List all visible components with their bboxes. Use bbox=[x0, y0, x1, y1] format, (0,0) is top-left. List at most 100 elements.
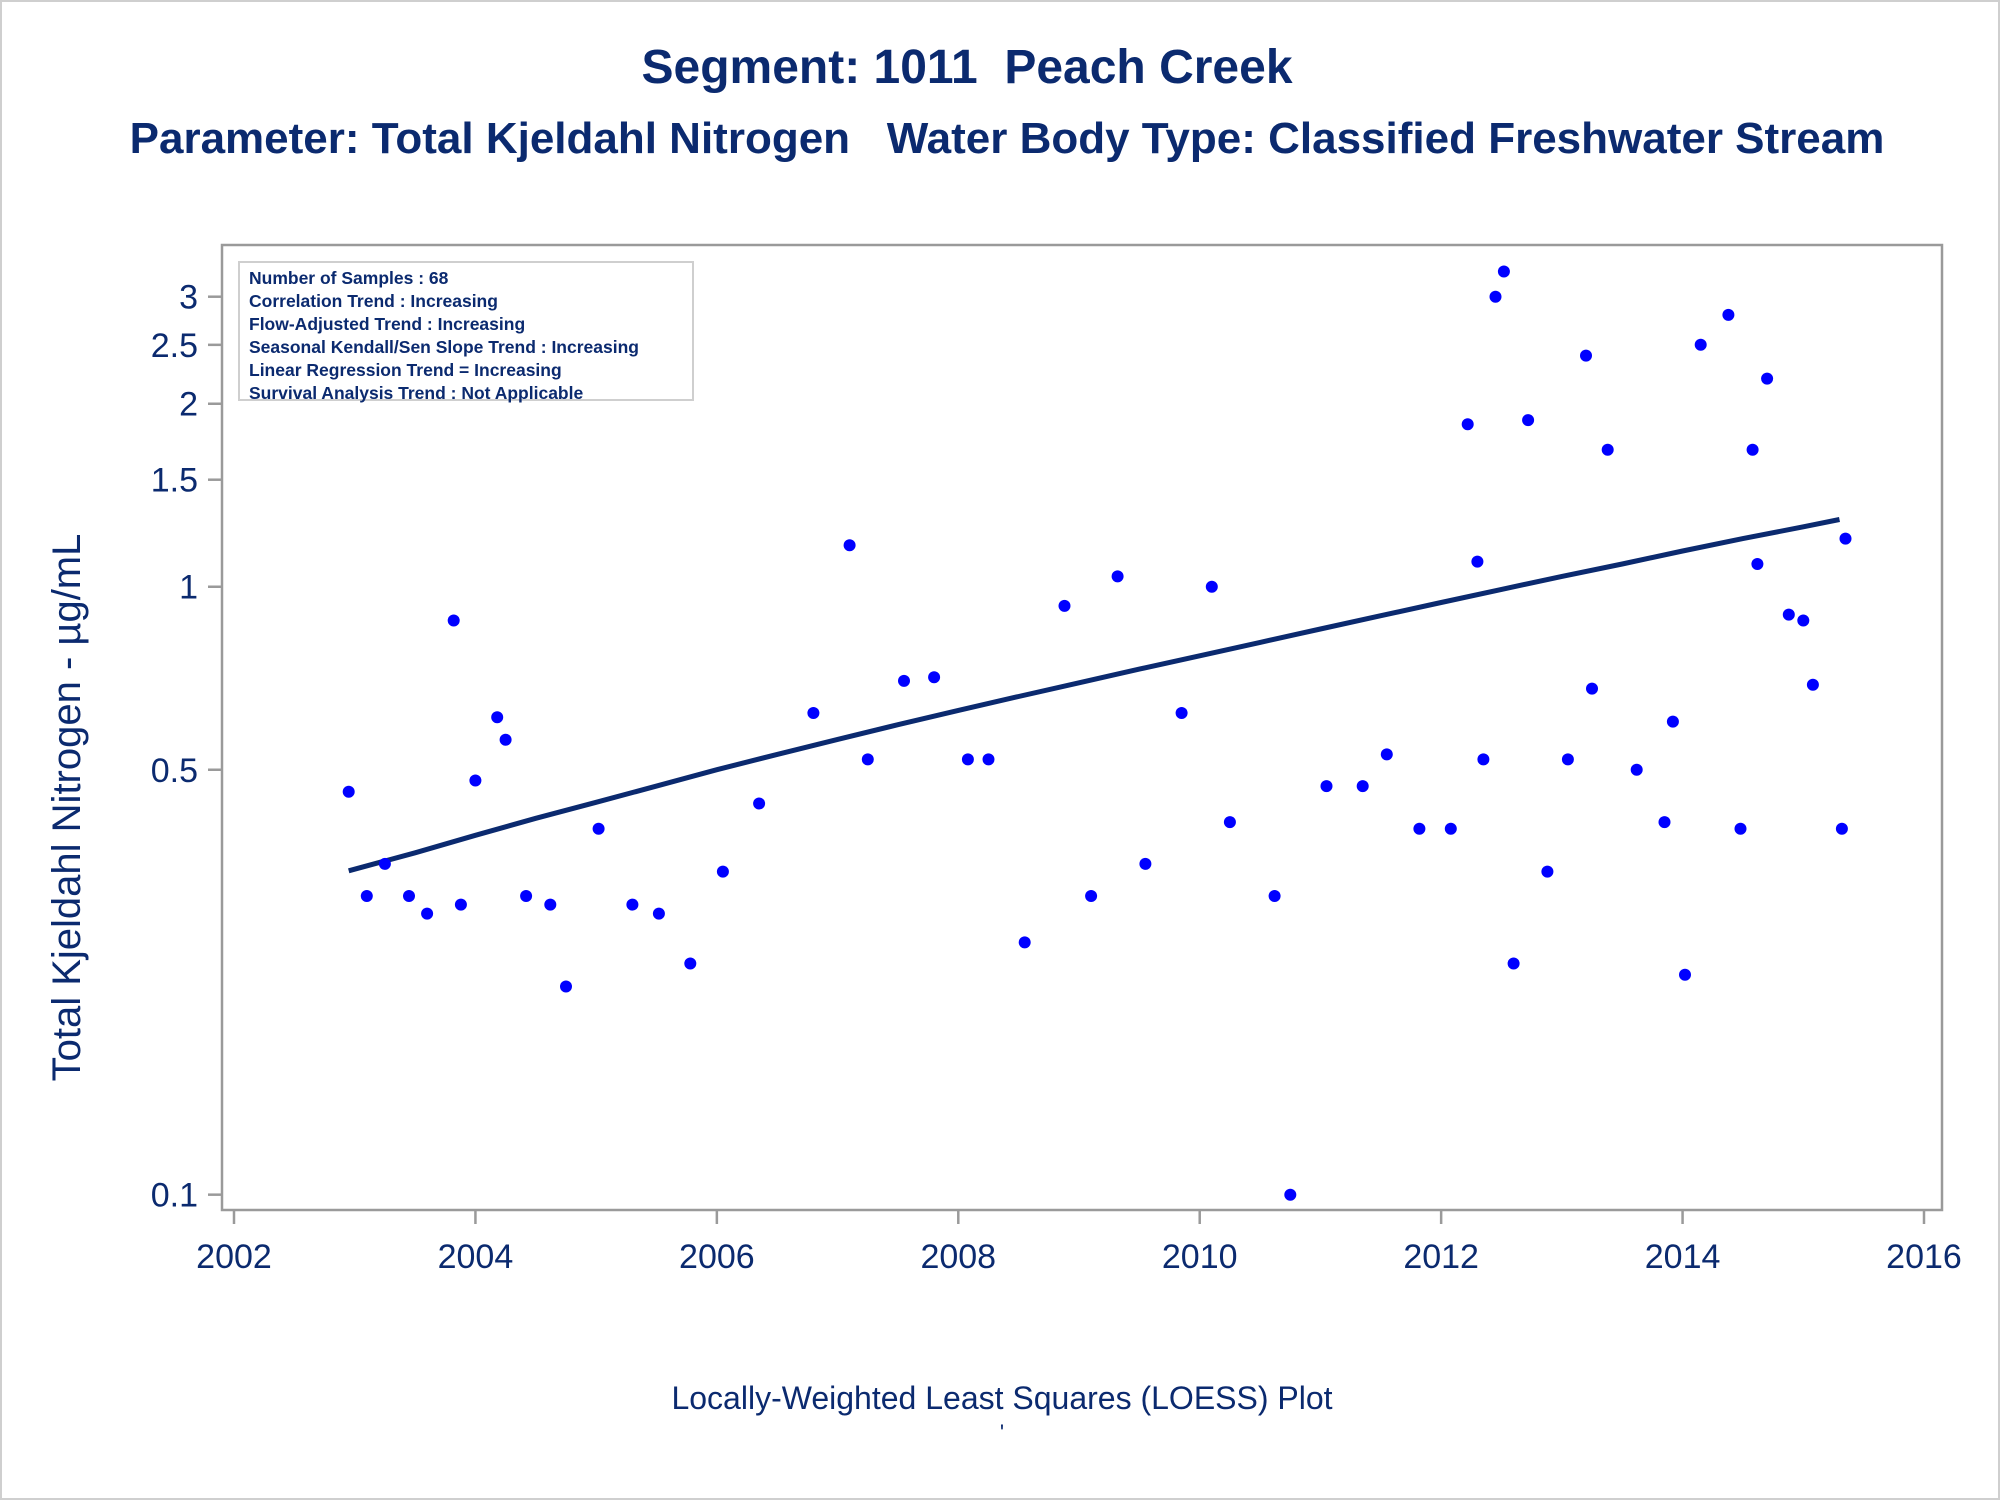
data-point bbox=[1058, 599, 1071, 612]
data-point bbox=[469, 774, 482, 787]
stats-line-flow-adjusted: Flow-Adjusted Trend : Increasing bbox=[249, 314, 526, 334]
data-point bbox=[1413, 822, 1426, 835]
data-point bbox=[1806, 678, 1819, 691]
x-tick-label: 2004 bbox=[438, 1238, 514, 1276]
y-axis-label: Total Kjeldahl Nitrogen - µg/mL bbox=[45, 534, 89, 1082]
data-point bbox=[1601, 443, 1614, 456]
data-point bbox=[861, 753, 874, 766]
data-point bbox=[360, 890, 373, 902]
data-point bbox=[520, 890, 533, 902]
data-point bbox=[753, 797, 766, 810]
y-tick-label: 0.5 bbox=[151, 752, 198, 790]
trend-line-group bbox=[348, 517, 1840, 874]
data-point bbox=[1746, 443, 1759, 456]
data-point bbox=[560, 980, 572, 993]
chart-title: Segment: 1011 Peach Creek bbox=[641, 41, 1293, 94]
data-point bbox=[1175, 707, 1188, 719]
y-tick-label: 0.1 bbox=[151, 1177, 198, 1215]
trend-line bbox=[348, 517, 1840, 874]
data-point bbox=[1111, 570, 1124, 583]
x-axis: 2002 2004 2006 2008 2010 2012 2014 2016 bbox=[196, 1210, 1962, 1276]
data-point bbox=[1734, 822, 1747, 835]
data-point bbox=[447, 614, 460, 627]
data-point bbox=[1223, 816, 1236, 829]
caption: Locally-Weighted Least Squares (LOESS) P… bbox=[671, 1380, 1333, 1416]
data-point bbox=[1471, 555, 1484, 568]
data-point bbox=[1380, 748, 1393, 761]
data-point bbox=[807, 707, 820, 719]
data-point bbox=[928, 671, 941, 684]
x-tick-label: 2008 bbox=[920, 1238, 996, 1276]
data-point bbox=[898, 674, 910, 687]
data-point bbox=[1522, 414, 1535, 427]
stats-line-linear-regression: Linear Regression Trend = Increasing bbox=[249, 360, 562, 380]
data-point bbox=[1839, 532, 1852, 545]
x-tick-label: 2014 bbox=[1645, 1238, 1721, 1276]
data-point bbox=[499, 733, 512, 746]
y-tick-label: 3 bbox=[179, 279, 198, 317]
points-group bbox=[342, 265, 1852, 1201]
data-point bbox=[1139, 857, 1152, 870]
data-point bbox=[1658, 816, 1671, 829]
data-point bbox=[843, 539, 856, 552]
data-point bbox=[544, 898, 557, 911]
data-point bbox=[1356, 780, 1369, 793]
data-point bbox=[1477, 753, 1490, 766]
data-point bbox=[1461, 418, 1474, 431]
stats-line-seasonal-kendall: Seasonal Kendall/Sen Slope Trend : Incre… bbox=[249, 337, 639, 357]
y-tick-label: 1.5 bbox=[151, 462, 198, 500]
y-axis: 0.1 0.5 1 1.5 2 2.5 3 bbox=[151, 279, 222, 1215]
data-point bbox=[403, 890, 415, 902]
data-point bbox=[1586, 682, 1598, 695]
x-tick-label: 2012 bbox=[1403, 1238, 1479, 1276]
data-point bbox=[1268, 890, 1281, 902]
data-point bbox=[684, 957, 697, 970]
data-point bbox=[592, 822, 605, 835]
data-point bbox=[1489, 290, 1502, 303]
data-point bbox=[982, 753, 995, 766]
data-point bbox=[1722, 308, 1735, 321]
x-tick-label: 2016 bbox=[1886, 1238, 1962, 1276]
data-point bbox=[1507, 957, 1520, 970]
data-point bbox=[421, 907, 434, 920]
data-point bbox=[1444, 822, 1457, 835]
x-tick-label: 2010 bbox=[1162, 1238, 1238, 1276]
data-point bbox=[1751, 558, 1764, 570]
y-tick-label: 2.5 bbox=[151, 327, 198, 365]
data-point bbox=[454, 898, 467, 911]
data-point bbox=[1782, 608, 1795, 621]
data-point bbox=[1694, 338, 1707, 351]
chart-subtitle: Parameter: Total Kjeldahl Nitrogen Water… bbox=[129, 114, 1885, 163]
data-point bbox=[626, 898, 639, 911]
data-point bbox=[1630, 763, 1643, 776]
data-point bbox=[1679, 968, 1691, 981]
data-point bbox=[1284, 1188, 1297, 1201]
y-tick-label: 1 bbox=[179, 569, 198, 607]
data-point bbox=[716, 865, 729, 878]
x-tick-label: 2002 bbox=[196, 1238, 272, 1276]
data-point bbox=[961, 753, 974, 766]
data-point bbox=[1561, 753, 1574, 766]
data-point bbox=[1541, 865, 1554, 878]
data-point bbox=[378, 857, 391, 870]
x-tick-label: 2006 bbox=[679, 1238, 755, 1276]
stats-box: Number of Samples : 68 Correlation Trend… bbox=[238, 261, 694, 403]
data-point bbox=[1797, 614, 1810, 627]
stats-line-samples: Number of Samples : 68 bbox=[249, 268, 449, 288]
stats-line-survival: Survival Analysis Trend : Not Applicable bbox=[249, 383, 584, 403]
data-point bbox=[1018, 936, 1031, 949]
data-point bbox=[1666, 715, 1679, 728]
data-point bbox=[1580, 349, 1592, 362]
plot-frame bbox=[220, 243, 1944, 1212]
caption-mark: ' bbox=[999, 1420, 1005, 1445]
data-point bbox=[1205, 580, 1218, 593]
data-point bbox=[652, 907, 665, 920]
data-point bbox=[1320, 780, 1333, 793]
data-point bbox=[491, 711, 504, 724]
data-point bbox=[1497, 265, 1510, 278]
y-tick-label: 2 bbox=[179, 386, 198, 424]
data-point bbox=[1761, 372, 1774, 385]
data-point bbox=[342, 785, 355, 798]
